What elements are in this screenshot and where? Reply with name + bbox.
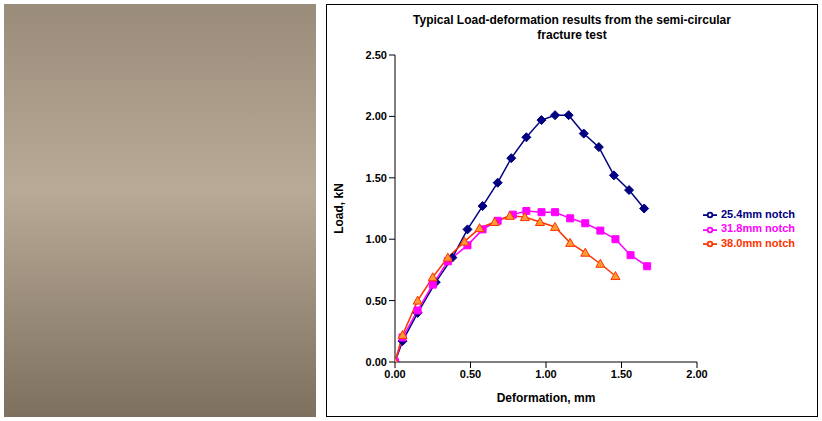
svg-text:0.50: 0.50	[460, 368, 481, 380]
svg-text:2.00: 2.00	[686, 368, 707, 380]
svg-text:0.00: 0.00	[384, 368, 405, 380]
svg-text:0.50: 0.50	[366, 295, 387, 307]
html-text:Typical Load-deformation resul: Typical Load-deformation results from th…	[413, 13, 731, 42]
html-text:31.8mm notch: 31.8mm notch	[721, 222, 795, 235]
svg-text:2.50: 2.50	[366, 49, 387, 61]
svg-text:0.00: 0.00	[366, 356, 387, 368]
svg-text:1.50: 1.50	[611, 368, 632, 380]
svg-text:Deformation, mm: Deformation, mm	[497, 391, 596, 405]
svg-text:Load, kN: Load, kN	[332, 183, 346, 234]
svg-text:1.00: 1.00	[535, 368, 556, 380]
html-text:25.4mm notch: 25.4mm notch	[721, 208, 795, 221]
html-text:38.0mm notch: 38.0mm notch	[721, 236, 795, 249]
svg-text:1.50: 1.50	[366, 172, 387, 184]
svg-text:2.00: 2.00	[366, 110, 387, 122]
svg-text:1.00: 1.00	[366, 233, 387, 245]
